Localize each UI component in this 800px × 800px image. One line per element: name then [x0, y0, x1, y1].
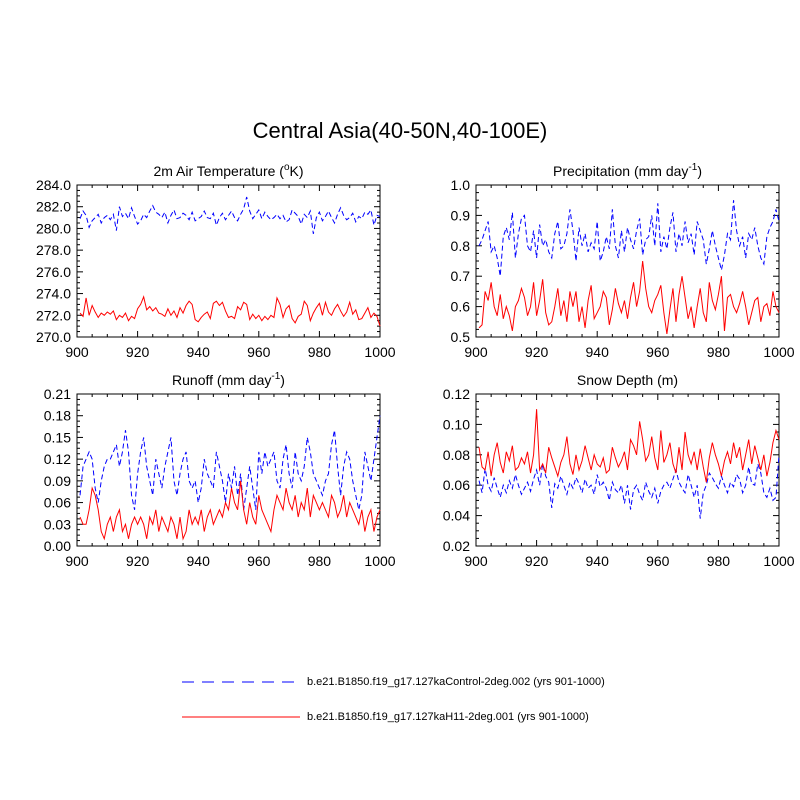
- panel-title-suffix: K): [290, 163, 304, 179]
- x-tick-label: 1000: [364, 553, 395, 569]
- y-tick-label: 0.02: [443, 538, 470, 554]
- x-tick-label: 940: [187, 344, 211, 360]
- plot-frame: [475, 184, 780, 338]
- y-tick-label: 272.0: [36, 307, 71, 323]
- y-tick-label: 280.0: [36, 220, 71, 236]
- x-tick-label: 940: [187, 553, 211, 569]
- y-tick-label: 0.09: [44, 473, 71, 489]
- legend-item-h11: b.e21.B1850.f19_g17.127kaH11-2deg.001 (y…: [182, 707, 589, 727]
- series-line-h11: [79, 295, 381, 327]
- y-tick-label: 0.21: [44, 386, 71, 402]
- x-tick-label: 980: [308, 553, 332, 569]
- y-tick-label: 0.12: [443, 386, 470, 402]
- x-tick-label: 920: [525, 344, 549, 360]
- panel-title-text: Snow Depth (m): [577, 372, 678, 388]
- y-tick-label: 0.06: [44, 495, 71, 511]
- y-tick-label: 282.0: [36, 199, 71, 215]
- legend-item-control: b.e21.B1850.f19_g17.127kaControl-2deg.00…: [182, 672, 605, 692]
- panel-title-text: 2m Air Temperature (: [153, 163, 284, 179]
- x-tick-label: 960: [247, 344, 271, 360]
- panel-title-snow-depth: Snow Depth (m): [577, 372, 678, 388]
- x-tick-label: 1000: [763, 553, 794, 569]
- panel-snow-depth: Snow Depth (m) 900 920 940 960 980 1000 0.02 0.0…: [443, 372, 795, 569]
- y-tick-label: 0.03: [44, 516, 71, 532]
- y-tick-label: 270.0: [36, 329, 71, 345]
- y-tick-label: 1.0: [451, 177, 471, 193]
- plot-frame: [76, 393, 381, 547]
- x-tick-label: 900: [65, 344, 89, 360]
- y-tick-label: 0.15: [44, 429, 71, 445]
- x-tick-label: 940: [586, 553, 610, 569]
- plot-frame: [76, 184, 381, 338]
- legend-swatch-control: [182, 681, 300, 683]
- x-tick-label: 1000: [364, 344, 395, 360]
- y-tick-label: 0.04: [443, 508, 470, 524]
- x-tick-label: 900: [464, 553, 488, 569]
- y-tick-label: 0.10: [443, 416, 470, 432]
- y-tick-label: 278.0: [36, 242, 71, 258]
- panel-precipitation: Precipitation (mm day-1) 900 920 940 960 980 1…: [451, 162, 795, 360]
- y-tick-label: 0.00: [44, 538, 71, 554]
- series-line-control: [478, 200, 780, 277]
- series-line-control: [478, 454, 780, 519]
- panel-title-superscript: o: [284, 162, 290, 173]
- x-tick-label: 920: [126, 553, 150, 569]
- series-line-control: [79, 415, 381, 510]
- y-tick-label: 0.7: [451, 268, 471, 284]
- y-tick-label: 0.08: [443, 447, 470, 463]
- panel-title-suffix: ): [697, 163, 702, 179]
- panel-title-superscript: -1: [271, 371, 280, 382]
- y-tick-label: 0.12: [44, 451, 71, 467]
- y-tick-label: 0.18: [44, 408, 71, 424]
- x-tick-label: 960: [247, 553, 271, 569]
- legend-label-h11: b.e21.B1850.f19_g17.127kaH11-2deg.001 (y…: [307, 711, 589, 723]
- legend-swatch-h11: [182, 716, 300, 718]
- y-tick-label: 0.5: [451, 329, 471, 345]
- panel-title-text: Precipitation (mm day: [553, 163, 688, 179]
- x-tick-label: 980: [707, 553, 731, 569]
- x-tick-label: 960: [646, 553, 670, 569]
- y-tick-label: 0.06: [443, 477, 470, 493]
- x-tick-label: 980: [707, 344, 731, 360]
- x-tick-label: 900: [464, 344, 488, 360]
- panel-temperature: 2m Air Temperature (oK) 900 920 940 960 980 10…: [36, 162, 396, 360]
- panel-title-runoff: Runoff (mm day-1): [172, 371, 285, 388]
- panel-title-text: Runoff (mm day: [172, 372, 271, 388]
- y-tick-label: 274.0: [36, 286, 71, 302]
- x-tick-label: 980: [308, 344, 332, 360]
- panel-title-superscript: -1: [688, 162, 697, 173]
- x-tick-label: 900: [65, 553, 89, 569]
- x-tick-label: 1000: [763, 344, 794, 360]
- panel-title-temperature: 2m Air Temperature (oK): [153, 162, 303, 179]
- x-tick-label: 920: [525, 553, 549, 569]
- x-tick-label: 940: [586, 344, 610, 360]
- legend-label-control: b.e21.B1850.f19_g17.127kaControl-2deg.00…: [307, 676, 605, 688]
- series-line-h11: [478, 409, 780, 483]
- figure-title: Central Asia(40-50N,40-100E): [252, 118, 548, 143]
- series-line-h11: [478, 260, 780, 335]
- y-tick-label: 0.6: [451, 299, 471, 315]
- panel-runoff: Runoff (mm day-1) 900 920 940 960 980 1000 0.00…: [44, 371, 396, 569]
- panel-title-precipitation: Precipitation (mm day-1): [553, 162, 702, 179]
- series-line-h11: [79, 480, 381, 541]
- y-tick-label: 284.0: [36, 177, 71, 193]
- series-line-control: [79, 196, 381, 234]
- x-tick-label: 920: [126, 344, 150, 360]
- y-tick-label: 0.8: [451, 238, 471, 254]
- x-tick-label: 960: [646, 344, 670, 360]
- panel-title-suffix: ): [280, 372, 285, 388]
- y-tick-label: 0.9: [451, 207, 471, 223]
- y-tick-label: 276.0: [36, 264, 71, 280]
